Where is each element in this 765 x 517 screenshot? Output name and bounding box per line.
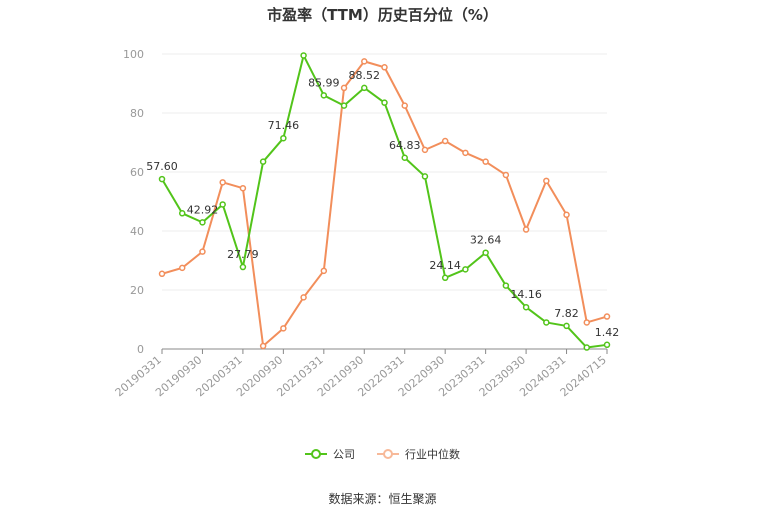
data-point bbox=[219, 201, 226, 208]
data-point bbox=[482, 158, 489, 165]
legend-item-company[interactable]: 公司 bbox=[305, 446, 355, 462]
data-point bbox=[239, 184, 247, 192]
legend: 公司 行业中位数 bbox=[0, 446, 765, 462]
data-point bbox=[199, 248, 206, 255]
data-point bbox=[178, 264, 186, 272]
data-point bbox=[361, 84, 368, 92]
data-point bbox=[441, 274, 449, 282]
legend-item-industry-median[interactable]: 行业中位数 bbox=[377, 446, 460, 462]
data-point bbox=[421, 146, 429, 154]
data-point bbox=[603, 313, 611, 320]
data-point bbox=[280, 325, 287, 332]
y-tick-label: 60 bbox=[130, 166, 144, 179]
legend-label: 行业中位数 bbox=[405, 448, 460, 461]
label-layer: 57.60 42.92 27.79 71.46 85.99 88.52 64.83 24.14… bbox=[146, 69, 619, 339]
data-point bbox=[320, 92, 328, 99]
data-point bbox=[158, 270, 166, 278]
data-point bbox=[462, 149, 469, 157]
data-point bbox=[401, 102, 408, 109]
data-point bbox=[502, 282, 510, 289]
data-point bbox=[583, 319, 591, 326]
series-layer bbox=[158, 52, 611, 351]
data-point bbox=[543, 319, 550, 326]
chart-title: 市盈率（TTM）历史百分位（%） bbox=[267, 6, 498, 24]
data-point bbox=[320, 267, 328, 275]
data-point bbox=[259, 342, 267, 350]
data-label: 14.16 bbox=[510, 288, 542, 301]
data-point bbox=[563, 211, 570, 219]
data-point bbox=[158, 175, 166, 183]
data-label: 64.83 bbox=[389, 139, 421, 152]
axis-layer: 0204060801002019033120190930202003312020… bbox=[113, 48, 609, 399]
data-label: 42.92 bbox=[187, 203, 219, 216]
data-point bbox=[199, 219, 206, 226]
data-point bbox=[482, 249, 489, 256]
data-point bbox=[522, 226, 530, 233]
data-point bbox=[462, 266, 469, 273]
data-point bbox=[381, 99, 388, 106]
data-point bbox=[239, 263, 247, 271]
data-point bbox=[219, 179, 226, 186]
y-tick-label: 80 bbox=[130, 107, 144, 120]
series-line-0 bbox=[161, 54, 608, 349]
data-point bbox=[361, 58, 368, 65]
data-label: 1.42 bbox=[595, 326, 620, 339]
data-point bbox=[563, 322, 570, 330]
data-point bbox=[401, 154, 408, 162]
data-label: 88.52 bbox=[349, 69, 381, 82]
data-point bbox=[178, 210, 186, 217]
legend-label: 公司 bbox=[333, 448, 355, 461]
data-point bbox=[441, 137, 449, 145]
data-point bbox=[280, 134, 287, 142]
data-label: 85.99 bbox=[308, 76, 340, 89]
y-tick-label: 100 bbox=[123, 48, 144, 61]
data-source: 数据来源：恒生聚源 bbox=[328, 492, 437, 506]
data-label: 24.14 bbox=[429, 259, 461, 272]
data-label: 32.64 bbox=[470, 234, 502, 247]
data-label: 71.46 bbox=[268, 119, 300, 132]
data-point bbox=[300, 52, 307, 59]
data-point bbox=[502, 171, 510, 179]
data-point bbox=[583, 344, 591, 351]
grid-layer bbox=[162, 53, 607, 291]
data-point bbox=[421, 173, 429, 180]
data-point bbox=[259, 158, 267, 165]
y-tick-label: 20 bbox=[130, 284, 144, 297]
legend-line-icon bbox=[305, 449, 327, 459]
data-point bbox=[300, 294, 307, 301]
data-point bbox=[340, 84, 348, 92]
data-point bbox=[381, 64, 388, 71]
data-label: 7.82 bbox=[554, 307, 579, 320]
y-tick-label: 40 bbox=[130, 225, 144, 238]
data-label: 27.79 bbox=[227, 248, 259, 261]
data-point bbox=[340, 102, 348, 109]
data-point bbox=[543, 177, 550, 185]
y-tick-label: 0 bbox=[137, 343, 144, 356]
data-point bbox=[522, 303, 530, 311]
legend-line-icon bbox=[377, 449, 399, 459]
data-point bbox=[603, 341, 611, 349]
data-label: 57.60 bbox=[146, 160, 178, 173]
